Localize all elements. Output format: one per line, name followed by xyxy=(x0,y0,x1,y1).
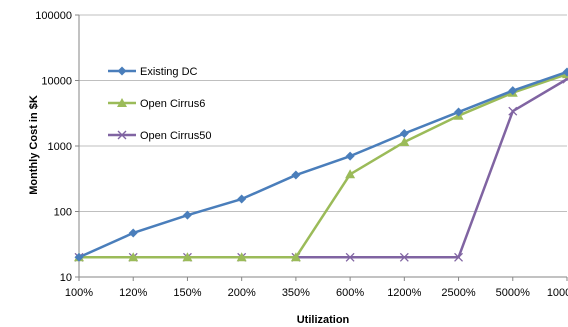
data-point-diamond xyxy=(399,129,409,139)
data-point-diamond xyxy=(74,252,84,262)
x-tick-label: 5000% xyxy=(496,287,530,299)
data-point-x xyxy=(345,252,355,262)
series-existing-dc xyxy=(74,67,568,262)
gridlines xyxy=(75,14,567,278)
data-point-diamond xyxy=(182,210,192,220)
data-point-triangle xyxy=(117,98,127,107)
x-tick-label: 10000% xyxy=(547,287,568,299)
legend-label: Open Cirrus50 xyxy=(140,130,212,142)
y-tick-labels: 10 100 1000 10000 100000 xyxy=(35,10,72,284)
data-point-triangle xyxy=(399,137,410,147)
data-point-diamond xyxy=(562,67,568,77)
data-point-diamond xyxy=(291,170,301,180)
data-point-diamond xyxy=(454,107,464,117)
data-point-x xyxy=(117,130,127,140)
data-point-x xyxy=(454,252,464,262)
y-tick-label: 100000 xyxy=(35,10,72,22)
data-point-diamond xyxy=(345,151,355,161)
legend-label: Open Cirrus6 xyxy=(140,98,205,110)
x-tick-label: 2500% xyxy=(441,287,475,299)
x-tick-label: 600% xyxy=(336,287,364,299)
x-tick-labels: 100% 120% 150% 200% 350% 600% 1200% 2500% 5000% 1… xyxy=(65,287,568,299)
series-line xyxy=(78,70,568,259)
legend-item: Open Cirrus50 xyxy=(108,130,212,142)
x-tick-label: 150% xyxy=(173,287,201,299)
data-point-x xyxy=(508,106,518,116)
y-axis-title: Monthly Cost in $K xyxy=(28,95,40,195)
legend-item: Existing DC xyxy=(108,66,198,78)
y-tick-label: 100 xyxy=(54,207,72,219)
x-tick-label: 200% xyxy=(228,287,256,299)
data-point-triangle xyxy=(182,252,193,262)
data-point-diamond xyxy=(508,86,518,96)
x-tick-label: 350% xyxy=(282,287,310,299)
series-lines xyxy=(74,67,568,262)
data-point-diamond xyxy=(117,66,127,76)
y-tick-label: 10000 xyxy=(41,76,72,88)
data-point-triangle xyxy=(290,252,301,262)
data-point-triangle xyxy=(345,169,356,179)
y-tick-label: 1000 xyxy=(48,141,72,153)
data-point-diamond xyxy=(128,228,138,238)
axes xyxy=(78,15,568,281)
legend-label: Existing DC xyxy=(140,66,198,78)
series-line xyxy=(79,72,568,259)
x-tick-label: 120% xyxy=(119,287,147,299)
data-point-triangle xyxy=(236,252,247,262)
x-axis-title: Utilization xyxy=(297,314,350,326)
x-tick-label: 1200% xyxy=(387,287,421,299)
data-point-triangle xyxy=(128,252,139,262)
data-point-diamond xyxy=(237,194,247,204)
data-point-x xyxy=(399,252,409,262)
x-tick-label: 100% xyxy=(65,287,93,299)
legend: Existing DC Open Cirrus6 Open Cirrus50 xyxy=(108,66,212,142)
legend-item: Open Cirrus6 xyxy=(108,98,205,110)
y-tick-label: 10 xyxy=(60,272,72,284)
